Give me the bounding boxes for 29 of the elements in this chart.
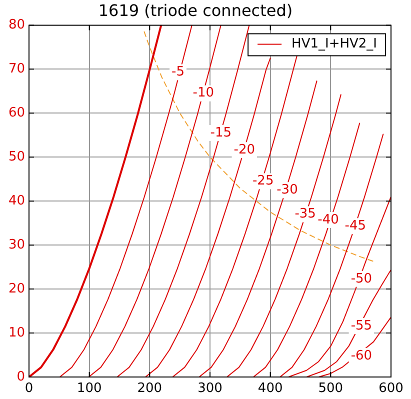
x-tick-label: 300 — [198, 381, 222, 396]
annotation: -35 — [294, 206, 316, 222]
annotation: -40 — [318, 212, 339, 228]
y-tick-label: 50 — [8, 150, 25, 164]
annotation: -10 — [192, 86, 214, 101]
x-tick-label: 400 — [258, 381, 283, 396]
y-tick-label: 0 — [16, 369, 25, 384]
annotation: -20 — [234, 142, 256, 158]
y-tick-label: 30 — [8, 237, 25, 252]
annotation: -60 — [350, 348, 372, 364]
x-tick-label: 200 — [137, 381, 162, 396]
annotation: -50 — [350, 271, 372, 286]
annotation: -30 — [276, 182, 298, 198]
annotation: -5 — [172, 64, 185, 80]
annotation: -25 — [252, 174, 274, 189]
x-tick-label: 600 — [378, 381, 404, 396]
annotation: -15 — [210, 125, 232, 140]
x-tick-label: 100 — [76, 381, 102, 396]
y-tick-label: 80 — [8, 18, 25, 33]
x-tick-label: 500 — [318, 381, 344, 396]
y-tick-label: 60 — [8, 106, 25, 121]
y-tick-label: 40 — [8, 193, 25, 208]
y-tick-label: 70 — [8, 62, 25, 77]
annotation: -55 — [350, 318, 372, 334]
legend-label: HV1_I+HV2_I — [292, 36, 378, 52]
chart-title: 1619 (triode connected) — [98, 0, 293, 20]
y-tick-label: 10 — [8, 325, 25, 340]
annotation: -45 — [344, 218, 366, 234]
y-tick-label: 20 — [8, 281, 25, 296]
